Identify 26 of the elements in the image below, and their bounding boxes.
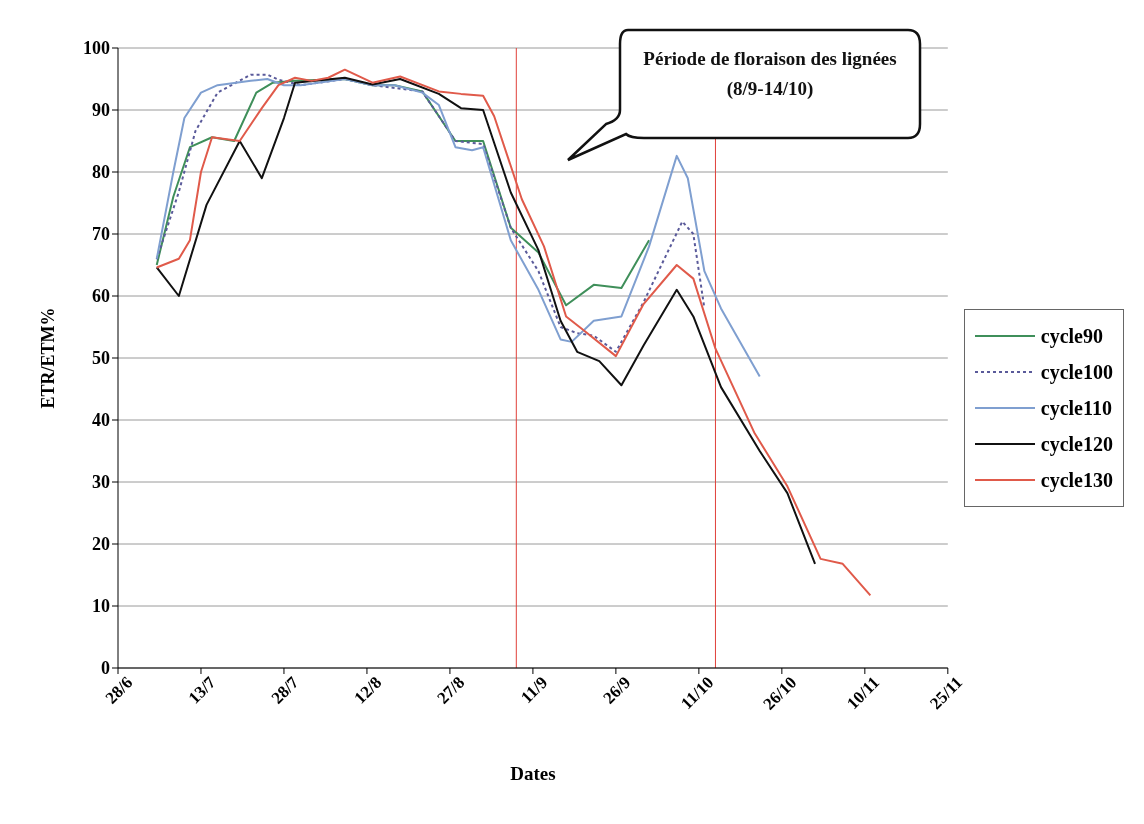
x-axis-title: Dates (510, 763, 556, 784)
x-tick-label: 27/8 (433, 672, 469, 708)
annotation: Période de floraison des lignées (8/9-14/10) (643, 48, 897, 99)
legend-label: cycle130 (1040, 468, 1113, 492)
y-tick-label: 40 (92, 410, 110, 431)
legend-label: cycle110 (1040, 396, 1112, 420)
y-axis-title: ETR/ETM% (38, 307, 59, 409)
legend-label: cycle100 (1040, 360, 1113, 384)
y-tick-label: 0 (101, 658, 110, 679)
y-tick-label: 100 (83, 38, 110, 59)
y-tick-label: 20 (92, 534, 110, 555)
x-tick-label: 12/8 (350, 672, 386, 708)
x-tick-label: 28/7 (267, 672, 303, 708)
x-tick-label: 11/9 (517, 672, 552, 707)
y-tick-label: 50 (92, 348, 110, 369)
y-tick-label: 80 (92, 162, 110, 183)
x-tick-label: 26/9 (599, 672, 635, 708)
legend-label: cycle90 (1040, 324, 1103, 348)
y-tick-label: 90 (92, 100, 110, 121)
line-series (155, 73, 706, 353)
y-tick-label: 30 (92, 472, 110, 493)
y-tick-label: 10 (92, 596, 110, 617)
legend-label: cycle120 (1040, 432, 1113, 456)
y-tick-label: 60 (92, 286, 110, 307)
x-tick-label: 13/7 (184, 672, 220, 708)
y-tick-label: 70 (92, 224, 110, 245)
